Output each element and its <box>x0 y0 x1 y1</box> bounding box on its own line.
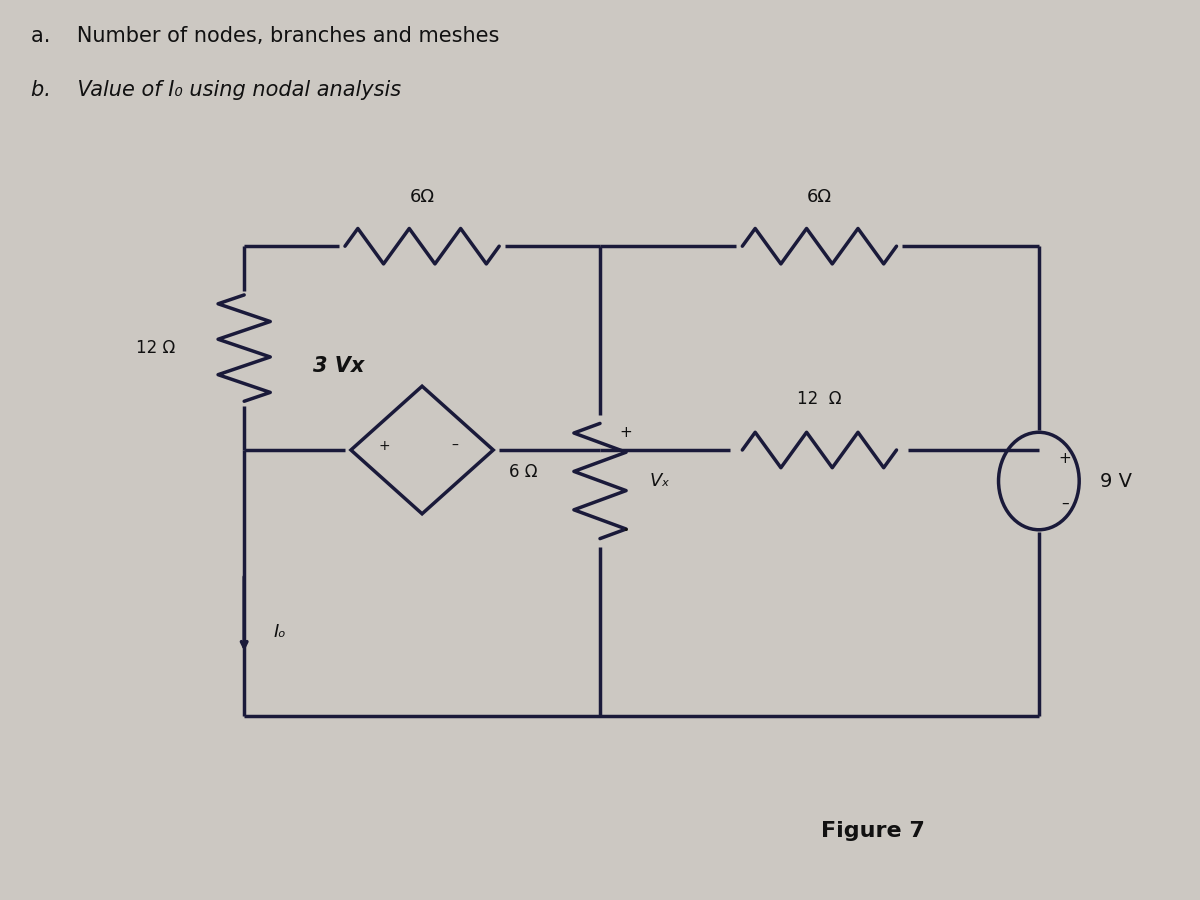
Text: 6Ω: 6Ω <box>409 188 434 206</box>
Text: 12 Ω: 12 Ω <box>136 339 175 357</box>
Text: b.    Value of I₀ using nodal analysis: b. Value of I₀ using nodal analysis <box>31 79 401 100</box>
Text: Figure 7: Figure 7 <box>821 821 925 841</box>
Text: 6Ω: 6Ω <box>806 188 832 206</box>
Text: Vₓ: Vₓ <box>649 472 670 490</box>
Text: •: • <box>623 525 629 535</box>
Text: 12  Ω: 12 Ω <box>797 391 841 409</box>
Text: Iₒ: Iₒ <box>274 623 286 641</box>
Text: +: + <box>619 425 632 440</box>
Text: –: – <box>452 438 458 453</box>
Text: –: – <box>1061 496 1069 510</box>
Text: +: + <box>378 438 390 453</box>
Text: +: + <box>1058 452 1072 466</box>
Text: a.    Number of nodes, branches and meshes: a. Number of nodes, branches and meshes <box>31 26 499 47</box>
Text: 9 V: 9 V <box>1100 472 1132 491</box>
Text: 6 Ω: 6 Ω <box>509 464 538 482</box>
Text: 3 Vx: 3 Vx <box>313 356 365 376</box>
